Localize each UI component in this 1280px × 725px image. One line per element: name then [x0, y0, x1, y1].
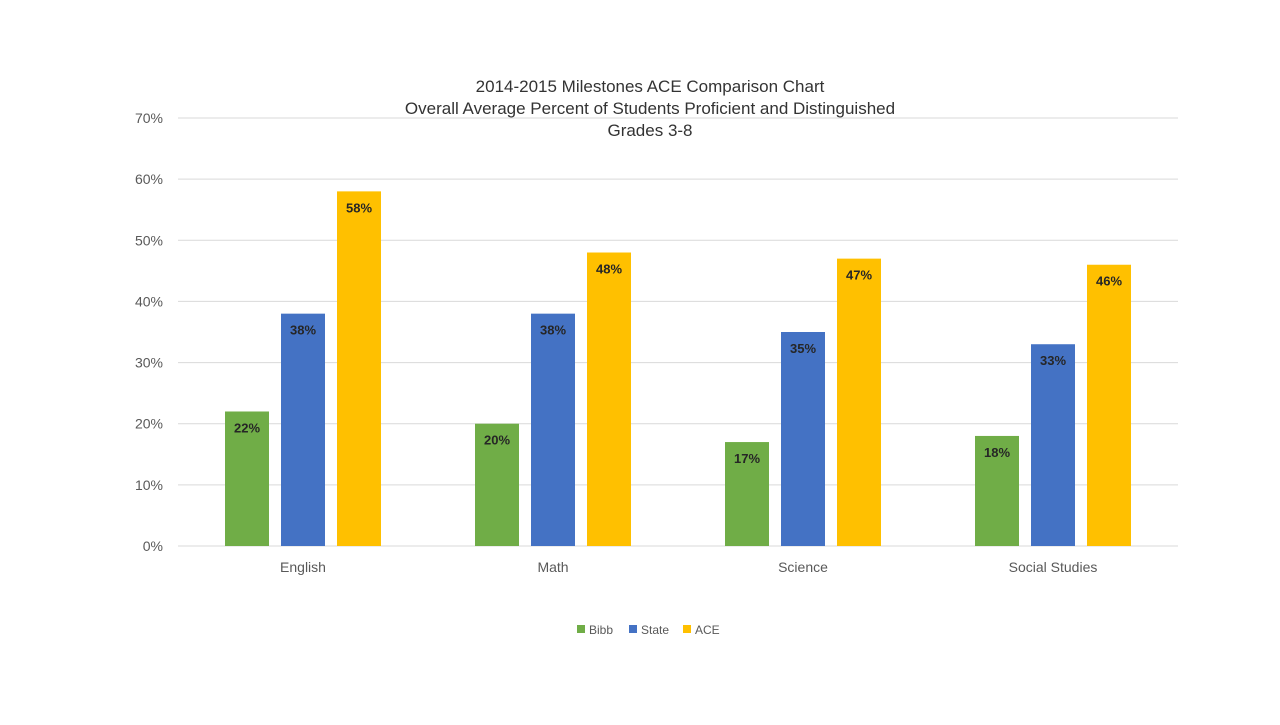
y-tick-label: 60%: [135, 171, 163, 187]
y-tick-label: 50%: [135, 232, 163, 248]
x-axis-tick-labels: English Math Science Social Studies: [280, 559, 1097, 575]
y-tick-label: 30%: [135, 355, 163, 371]
x-tick-label: English: [280, 559, 326, 575]
bar-ace-science: [837, 258, 881, 546]
data-labels: 22% 38% 58% 20% 38% 48% 17% 35% 47% 18% 33% 46%: [234, 200, 1122, 466]
data-label: 48%: [596, 262, 622, 277]
chart-title: 2014-2015 Milestones ACE Comparison Char…: [475, 77, 825, 96]
x-tick-label: Social Studies: [1009, 559, 1098, 575]
data-label: 35%: [790, 341, 816, 356]
bar-bibb-social-studies: [975, 435, 1019, 546]
data-label: 22%: [234, 420, 260, 435]
y-tick-label: 0%: [143, 538, 163, 554]
bar-state-science: [781, 332, 825, 546]
bar-ace-social-studies: [1087, 264, 1131, 546]
data-label: 38%: [540, 323, 566, 338]
bar-state-english: [281, 313, 325, 546]
data-label: 47%: [846, 268, 872, 283]
data-label: 58%: [346, 200, 372, 215]
legend-swatch-bibb: [577, 625, 585, 633]
y-tick-label: 10%: [135, 477, 163, 493]
x-tick-label: Math: [537, 559, 568, 575]
bar-ace-english: [337, 191, 381, 546]
bar-ace-math: [587, 252, 631, 546]
bars: [225, 191, 1131, 546]
data-label: 18%: [984, 445, 1010, 460]
data-label: 46%: [1096, 274, 1122, 289]
gridlines: [178, 117, 1178, 547]
data-label: 33%: [1040, 353, 1066, 368]
chart-subtitle-grades: Grades 3-8: [607, 121, 693, 140]
chart-subtitle: Overall Average Percent of Students Prof…: [404, 99, 896, 118]
bar-state-social-studies: [1031, 344, 1075, 546]
y-axis-tick-labels: 0% 10% 20% 30% 40% 50% 60% 70%: [135, 110, 163, 554]
bar-bibb-math: [475, 423, 519, 546]
data-label: 38%: [290, 323, 316, 338]
legend-swatch-ace: [683, 625, 691, 633]
x-tick-label: Science: [778, 559, 828, 575]
data-label: 17%: [734, 451, 760, 466]
y-tick-label: 40%: [135, 293, 163, 309]
bar-state-math: [531, 313, 575, 546]
bar-bibb-english: [225, 411, 269, 546]
legend: Bibb State ACE: [577, 623, 720, 637]
bar-bibb-science: [725, 442, 769, 546]
data-label: 20%: [484, 433, 510, 448]
y-tick-label: 70%: [135, 110, 163, 126]
legend-label-state: State: [641, 623, 669, 637]
legend-label-bibb: Bibb: [589, 623, 613, 637]
y-tick-label: 20%: [135, 416, 163, 432]
legend-swatch-state: [629, 625, 637, 633]
legend-label-ace: ACE: [695, 623, 720, 637]
